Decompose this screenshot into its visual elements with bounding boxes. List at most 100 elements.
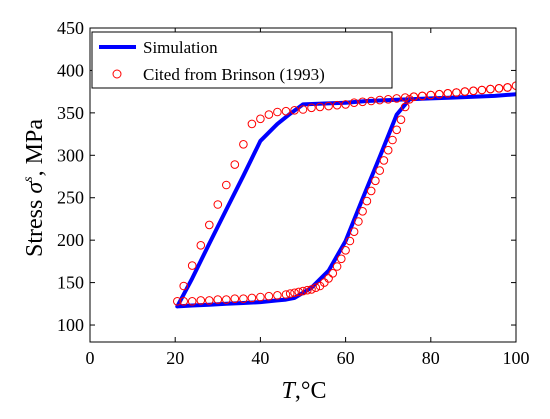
data-point-brinson (409, 92, 419, 101)
data-point-brinson (213, 200, 223, 209)
data-point-brinson (362, 196, 372, 206)
data-point-brinson (256, 292, 265, 302)
x-tick-label: 0 (86, 348, 95, 368)
data-point-brinson (511, 81, 516, 90)
data-point-brinson (400, 93, 410, 102)
data-point-brinson (486, 84, 495, 94)
data-point-brinson (298, 105, 308, 114)
legend-box (91, 31, 393, 89)
data-point-brinson (341, 246, 350, 255)
data-point-brinson (205, 296, 214, 305)
data-point-brinson (205, 220, 214, 230)
data-point-brinson (379, 156, 389, 165)
data-point-brinson (285, 289, 295, 298)
data-point-brinson (358, 97, 367, 107)
data-point-brinson (371, 176, 380, 186)
data-point-brinson (400, 102, 410, 112)
data-point-brinson (290, 288, 299, 298)
data-point-brinson (303, 285, 312, 295)
data-point-brinson (187, 297, 197, 306)
y-axis-prefix: Stress (22, 200, 48, 257)
data-point-brinson (354, 217, 363, 226)
data-point-brinson (239, 140, 248, 149)
x-tick-label: 20 (166, 348, 184, 368)
data-point-brinson (396, 115, 406, 124)
axes (89, 27, 517, 343)
data-point-brinson (392, 94, 402, 103)
y-axis-superscript: s (21, 176, 36, 182)
data-point-brinson (187, 261, 197, 270)
data-point-brinson (494, 84, 504, 93)
y-axis-title: Stress σs, MPa (21, 119, 48, 257)
series-line-simulation (175, 92, 516, 309)
y-tick-labels: 100 150 200 250 300 350 400 450 (57, 18, 84, 335)
data-point-brinson (222, 295, 231, 304)
data-point-brinson (298, 286, 308, 296)
y-tick-label: 350 (57, 103, 84, 123)
y-tick-label: 150 (57, 273, 84, 293)
y-axis-symbol: σ (22, 181, 48, 194)
x-axis-title: T,°C (282, 378, 327, 404)
x-axis-symbol: T (282, 378, 297, 404)
data-point-brinson (460, 87, 470, 96)
data-point-brinson (383, 145, 393, 155)
data-point-brinson (349, 98, 359, 107)
data-point-brinson (366, 186, 376, 196)
data-point-brinson (341, 100, 350, 109)
data-point-brinson (349, 227, 359, 236)
data-point-brinson (256, 114, 265, 124)
y-axis-unit: , MPa (22, 119, 48, 177)
data-point-brinson (332, 100, 342, 110)
data-point-brinson (503, 83, 512, 92)
plot-frame (89, 27, 517, 343)
legend-label-simulation: Simulation (143, 38, 218, 57)
data-point-brinson (388, 135, 397, 145)
x-tick-labels: 0 20 40 60 80 100 (86, 348, 530, 368)
x-axis-unit: ,°C (295, 378, 327, 404)
data-point-brinson (315, 102, 325, 112)
y-tick-label: 450 (57, 18, 84, 38)
data-point-brinson (281, 106, 291, 116)
data-point-brinson (477, 85, 487, 95)
data-point-brinson (264, 110, 274, 119)
data-point-brinson (247, 293, 257, 303)
data-point-brinson (345, 236, 355, 246)
data-point-brinson (324, 101, 333, 111)
data-point-brinson (418, 91, 427, 101)
data-point-brinson (452, 88, 461, 97)
y-tick-label: 200 (57, 230, 84, 250)
legend-label-brinson: Cited from Brinson (1993) (143, 65, 325, 84)
data-point-brinson (281, 290, 291, 299)
legend: Simulation Cited from Brinson (1993) (91, 31, 393, 89)
data-point-brinson (332, 262, 342, 271)
data-point-brinson (392, 125, 402, 135)
data-point-brinson (443, 89, 453, 98)
data-point-brinson (358, 207, 367, 216)
y-tick-label: 250 (57, 188, 84, 208)
data-point-brinson (307, 103, 316, 113)
legend-swatch-brinson (112, 69, 122, 79)
data-point-brinson (222, 180, 231, 190)
data-point-brinson (426, 90, 436, 100)
data-point-brinson (290, 106, 299, 115)
data-point-brinson (264, 291, 274, 301)
data-point-brinson (366, 96, 376, 106)
data-point-brinson (213, 295, 223, 304)
data-point-brinson (196, 241, 206, 250)
data-point-brinson (311, 283, 321, 293)
data-point-brinson (179, 281, 188, 291)
data-point-brinson (435, 89, 444, 99)
x-tick-label: 100 (503, 348, 530, 368)
data-point-brinson (328, 269, 338, 278)
y-tick-label: 400 (57, 60, 84, 80)
data-point-brinson (337, 254, 346, 264)
x-tick-label: 40 (251, 348, 269, 368)
data-point-brinson (315, 281, 325, 291)
data-point-brinson (230, 160, 240, 169)
data-point-brinson (375, 166, 385, 175)
data-point-brinson (273, 291, 282, 300)
data-point-brinson (294, 287, 304, 297)
data-point-brinson (469, 86, 478, 96)
y-tick-label: 100 (57, 315, 84, 335)
